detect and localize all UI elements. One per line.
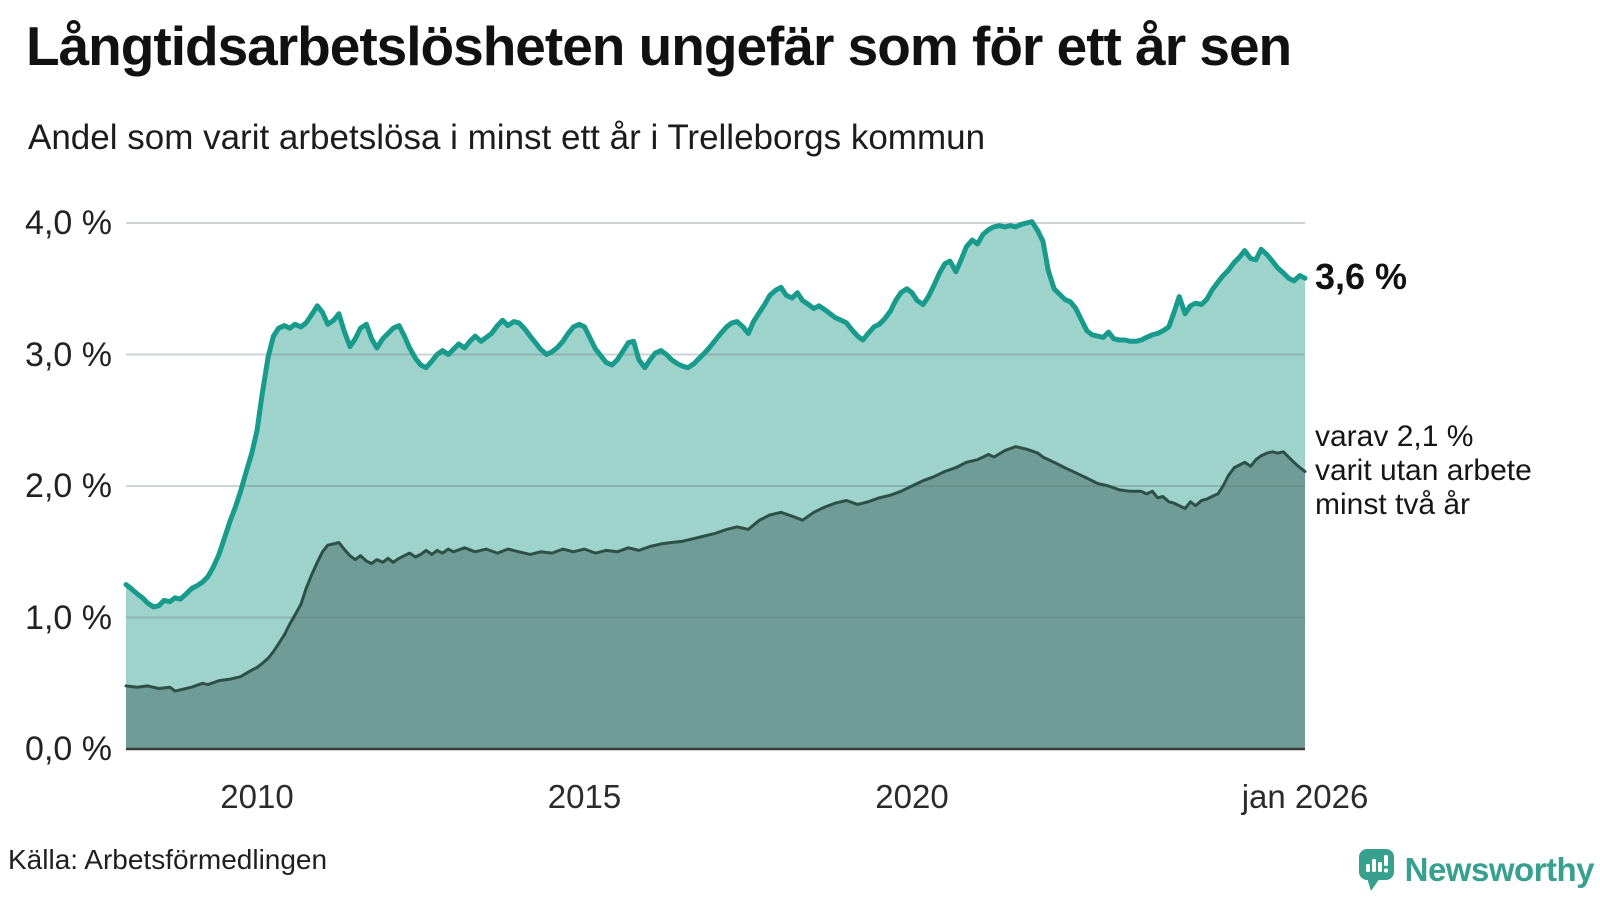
x-tick-label: 2010 bbox=[220, 778, 294, 815]
series-line bbox=[123, 219, 1308, 610]
series-area bbox=[126, 446, 1305, 749]
newsworthy-logo[interactable]: Newsworthy bbox=[1358, 848, 1595, 892]
y-tick-label: 4,0 % bbox=[25, 204, 112, 242]
two-year-note-line: minst två år bbox=[1315, 488, 1471, 522]
two-year-note: varav 2,1 % varit utan arbete minst två … bbox=[1315, 420, 1532, 523]
page-subtitle: Andel som varit arbetslösa i minst ett å… bbox=[28, 118, 986, 157]
y-tick-label: 0,0 % bbox=[25, 730, 112, 768]
x-tick-label: 2015 bbox=[547, 778, 622, 815]
series-line bbox=[124, 445, 1307, 693]
newsworthy-logo-icon bbox=[1358, 849, 1394, 891]
two-year-note-line: varit utan arbete bbox=[1315, 454, 1532, 488]
x-tick-label: 2020 bbox=[875, 778, 949, 815]
page-title: Långtidsarbetslösheten ungefär som för e… bbox=[26, 15, 1292, 77]
x-tick-label: jan 2026 bbox=[1241, 778, 1369, 815]
y-tick-label: 1,0 % bbox=[25, 598, 112, 637]
newsworthy-logo-text: Newsworthy bbox=[1404, 851, 1595, 888]
two-year-note-line: varav 2,1 % bbox=[1315, 420, 1474, 453]
latest-value-label: 3,6 % bbox=[1315, 256, 1408, 297]
y-tick-label: 3,0 % bbox=[25, 335, 112, 374]
y-tick-label: 2,0 % bbox=[25, 467, 112, 505]
source-note: Källa: Arbetsförmedlingen bbox=[8, 844, 328, 875]
